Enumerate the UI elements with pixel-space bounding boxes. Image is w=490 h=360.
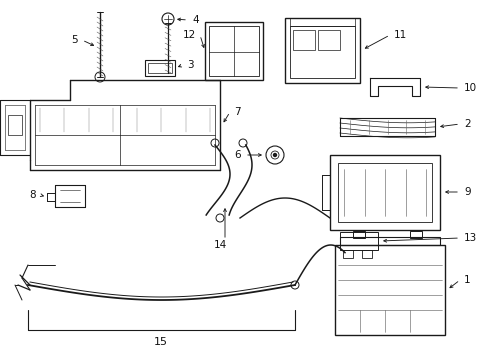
Text: 5: 5 <box>72 35 78 45</box>
Text: 12: 12 <box>183 30 196 40</box>
Text: 11: 11 <box>394 30 407 40</box>
Bar <box>285 18 360 83</box>
Text: 13: 13 <box>464 233 477 243</box>
Circle shape <box>273 153 276 157</box>
Bar <box>343 250 353 258</box>
Bar <box>148 63 172 73</box>
Text: 6: 6 <box>234 150 241 160</box>
Bar <box>338 163 432 222</box>
Text: 15: 15 <box>154 337 168 347</box>
Bar <box>410 231 422 238</box>
Text: 7: 7 <box>234 107 241 117</box>
Bar <box>318 30 340 50</box>
Text: 2: 2 <box>464 119 470 129</box>
Bar <box>145 60 175 76</box>
Text: 4: 4 <box>192 15 198 25</box>
Bar <box>205 22 263 80</box>
Bar <box>293 30 315 50</box>
Bar <box>330 155 440 230</box>
Text: 14: 14 <box>213 240 227 250</box>
Text: 8: 8 <box>29 190 36 200</box>
Text: 3: 3 <box>187 60 194 70</box>
Bar <box>340 232 378 250</box>
Bar <box>290 18 355 26</box>
Text: 1: 1 <box>464 275 470 285</box>
Text: 9: 9 <box>464 187 470 197</box>
Bar <box>290 26 355 78</box>
Bar <box>353 231 365 238</box>
Bar <box>209 26 259 76</box>
Bar <box>340 237 440 245</box>
Bar <box>335 245 445 335</box>
Bar <box>362 250 372 258</box>
Text: 10: 10 <box>464 83 477 93</box>
Bar <box>8 115 22 135</box>
